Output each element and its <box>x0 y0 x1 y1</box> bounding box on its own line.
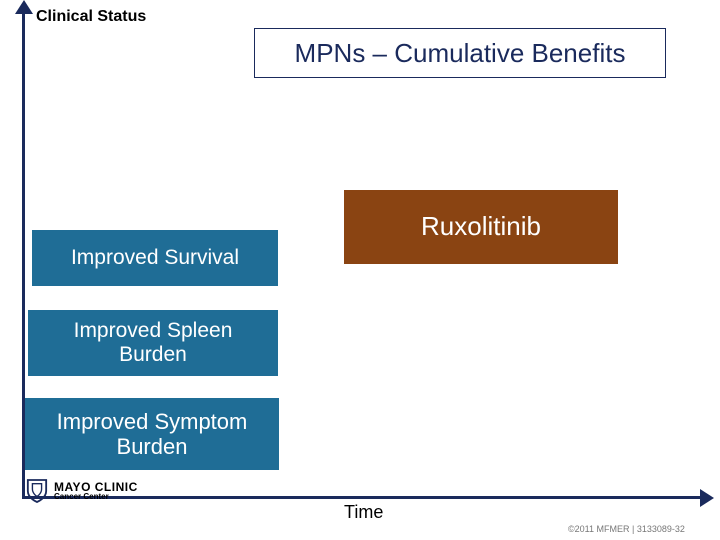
chart-title-box: MPNs – Cumulative Benefits <box>254 28 666 78</box>
shield-icon <box>26 478 48 504</box>
x-axis-arrowhead <box>700 489 714 507</box>
y-axis-label: Clinical Status <box>36 8 146 26</box>
improved-spleen-block: Improved SpleenBurden <box>28 310 278 376</box>
mayo-logo: MAYO CLINIC Cancer Center <box>26 478 138 504</box>
copyright-text: ©2011 MFMER | 3133089-32 <box>568 524 685 534</box>
logo-sub-text: Cancer Center <box>54 493 138 501</box>
improved-symptom-block: Improved SymptomBurden <box>25 398 279 470</box>
drug-block: Ruxolitinib <box>344 190 618 264</box>
improved-survival-block: Improved Survival <box>32 230 278 286</box>
diagram-canvas: Clinical Status Time MPNs – Cumulative B… <box>0 0 720 540</box>
y-axis-arrowhead <box>15 0 33 14</box>
x-axis-label: Time <box>344 502 383 523</box>
